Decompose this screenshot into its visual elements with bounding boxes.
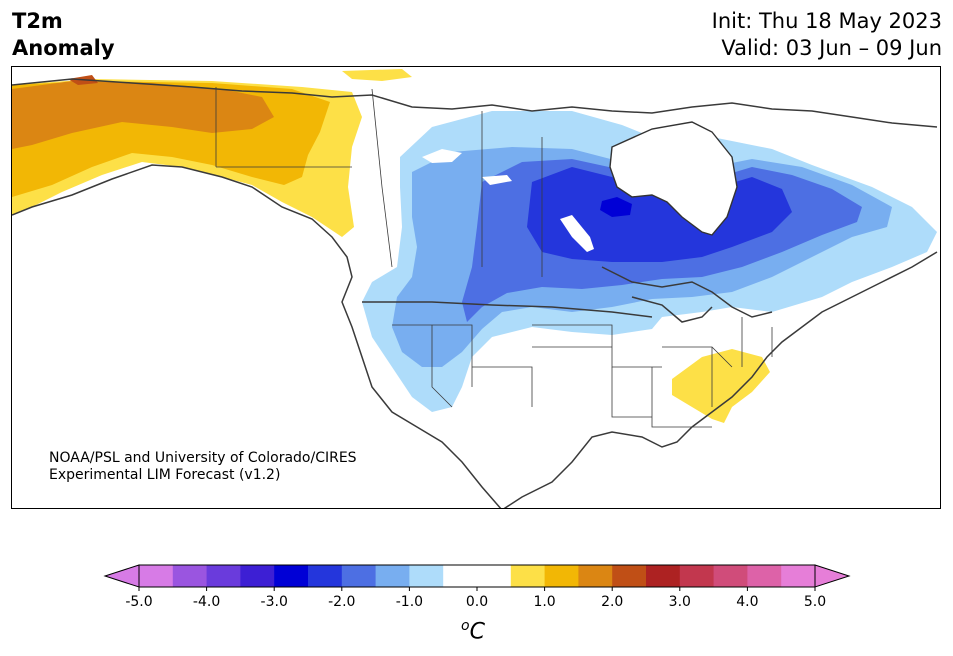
colorbar-tick-label: 3.0: [669, 594, 691, 610]
colorbar-cell: [646, 565, 681, 587]
colorbar-cell: [781, 565, 816, 587]
lake-winnipeg: [560, 215, 594, 252]
colorbar-tick-label: 5.0: [804, 594, 826, 610]
title-line-2: Anomaly: [12, 36, 115, 60]
unit-letter: C: [469, 619, 485, 645]
colorbar-cells: [139, 565, 816, 587]
title-line-1: T2m: [12, 9, 63, 33]
colorbar-tick-label: -5.0: [125, 594, 152, 610]
colorbar-cell: [544, 565, 579, 587]
colorbar-tick-label: -2.0: [328, 594, 355, 610]
valid-range: Valid: 03 Jun – 09 Jun: [721, 36, 942, 60]
colorbar-unit-label: oC: [461, 618, 485, 644]
colorbar: -5.0 -4.0 -3.0 -2.0 -1.0 0.0 1.0 2.0 3.0 4.0 5.0: [103, 564, 851, 610]
hudson-bay: [609, 121, 738, 236]
colorbar-over-arrow: [814, 564, 851, 588]
colorbar-tick-label: 0.0: [466, 594, 488, 610]
colorbar-cell: [713, 565, 748, 587]
warm-region-southeast: [672, 349, 770, 423]
colorbar-under-arrow: [103, 564, 140, 588]
colorbar-cell: [477, 565, 512, 587]
colorbar-cell: [409, 565, 444, 587]
init-date: Init: Thu 18 May 2023: [711, 9, 942, 33]
map-title: T2m Anomaly: [12, 8, 115, 62]
colorbar-tick-label: 2.0: [601, 594, 623, 610]
colorbar-tick-label: -3.0: [261, 594, 288, 610]
colorbar-cell: [612, 565, 647, 587]
colorbar-cell: [578, 565, 613, 587]
colorbar-cell: [172, 565, 208, 587]
colorbar-cell: [308, 565, 343, 587]
colorbar-tick-label: -1.0: [396, 594, 423, 610]
colorbar-cell: [274, 565, 309, 587]
colorbar-cell: [341, 565, 377, 587]
colorbar-tick-label: 4.0: [736, 594, 758, 610]
credit-line-2: Experimental LIM Forecast (v1.2): [49, 467, 281, 483]
degree-superscript: o: [461, 618, 470, 634]
state-province-borders: [215, 87, 773, 428]
great-slave-lake: [482, 175, 512, 185]
great-bear-lake: [422, 149, 462, 163]
colorbar-cell: [510, 565, 546, 587]
credit-line-1: NOAA/PSL and University of Colorado/CIRE…: [49, 450, 357, 466]
colorbar-cell: [747, 565, 782, 587]
forecast-dates: Init: Thu 18 May 2023 Valid: 03 Jun – 09…: [712, 8, 942, 62]
map-canvas: [12, 69, 938, 508]
warm-region-northwest-core: [12, 81, 274, 149]
colorbar-cell: [240, 565, 275, 587]
colorbar-cell: [443, 565, 478, 587]
colorbar-cell: [139, 565, 174, 587]
anomaly-map: NOAA/PSL and University of Colorado/CIRE…: [11, 66, 941, 509]
colorbar-tick-label: -4.0: [193, 594, 220, 610]
colorbar-cell: [206, 565, 241, 587]
coastlines: [12, 78, 938, 508]
colorbar-cell: [679, 565, 715, 587]
colorbar-ticks: -5.0 -4.0 -3.0 -2.0 -1.0 0.0 1.0 2.0 3.0 4.0 5.0: [125, 587, 826, 610]
cool-region-peak: [600, 197, 632, 217]
colorbar-cell: [375, 565, 410, 587]
colorbar-tick-label: 1.0: [533, 594, 555, 610]
warm-region-alaska-top: [342, 69, 412, 81]
data-credit: NOAA/PSL and University of Colorado/CIRE…: [49, 450, 357, 484]
